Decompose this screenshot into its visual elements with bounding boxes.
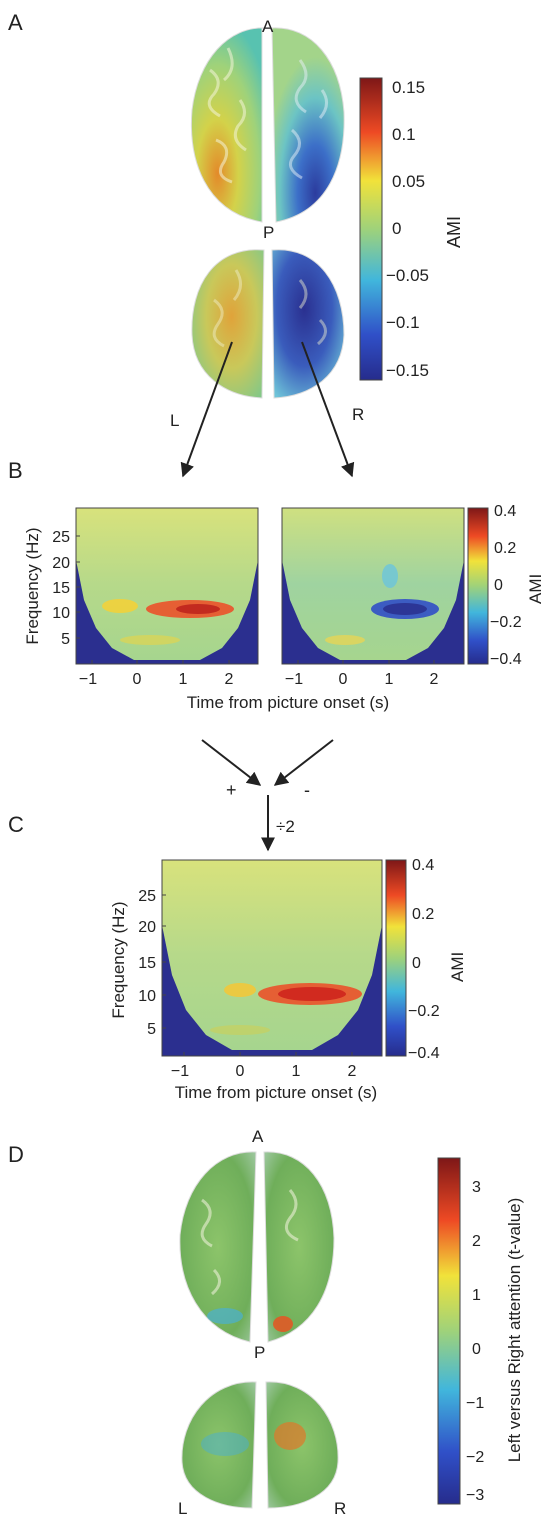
colorbar-a-tick: 0	[392, 219, 401, 238]
direction-anterior-a: A	[262, 17, 274, 36]
xtick-b-left: 1	[179, 671, 188, 688]
panel-letter-d: D	[8, 1142, 24, 1167]
colorbar-c-tick: 0	[412, 955, 421, 972]
xtick-b-right: −1	[285, 671, 303, 688]
panel-letter-b: B	[8, 458, 23, 483]
xtick-c: −1	[171, 1063, 189, 1080]
colorbar-a-label: AMI	[444, 216, 464, 248]
colorbar-d-tick: 0	[472, 1341, 481, 1358]
ytick-c: 5	[147, 1021, 156, 1038]
panel-a	[180, 27, 383, 478]
panel-b	[75, 507, 489, 665]
arrow-left-hemisphere	[180, 341, 233, 478]
colorbar-b-tick: 0	[494, 577, 503, 594]
xtick-b-right: 1	[385, 671, 394, 688]
xtick-b-right: 0	[339, 671, 348, 688]
colorbar-d-tick: −3	[466, 1487, 484, 1504]
ytick-b: 15	[52, 580, 70, 597]
plus-sign: +	[226, 780, 237, 800]
xlabel-b: Time from picture onset (s)	[187, 693, 389, 712]
minus-sign: -	[304, 780, 310, 800]
tfr-combined	[161, 859, 383, 1057]
colorbar-d-tick: −2	[466, 1449, 484, 1466]
colorbar-d	[437, 1157, 461, 1505]
ytick-b: 25	[52, 529, 70, 546]
colorbar-b	[467, 507, 489, 665]
direction-left-d: L	[178, 1499, 187, 1518]
direction-right-d: R	[334, 1499, 346, 1518]
brain-top-view-d	[179, 1151, 335, 1343]
panel-letter-a: A	[8, 10, 23, 35]
divide-by-two: ÷2	[276, 817, 295, 836]
colorbar-c-label: AMI	[448, 952, 467, 982]
xtick-c: 2	[348, 1063, 357, 1080]
ylabel-c: Frequency (Hz)	[109, 901, 128, 1018]
direction-anterior-d: A	[252, 1127, 264, 1146]
colorbar-d-tick: −1	[466, 1395, 484, 1412]
colorbar-d-tick: 2	[472, 1233, 481, 1250]
colorbar-c-tick: 0.2	[412, 906, 434, 923]
colorbar-b-tick: 0.4	[494, 503, 516, 520]
colorbar-b-tick: −0.2	[490, 614, 522, 631]
tfr-left-hemisphere	[75, 507, 259, 665]
xtick-b-left: 2	[225, 671, 234, 688]
arrow-right-hemisphere	[301, 341, 355, 478]
combine-arrows	[201, 739, 334, 852]
xtick-c: 0	[236, 1063, 245, 1080]
xlabel-c: Time from picture onset (s)	[175, 1083, 377, 1102]
ytick-c: 25	[138, 888, 156, 905]
colorbar-d-tick: 1	[472, 1287, 481, 1304]
ytick-b: 20	[52, 555, 70, 572]
colorbar-a-tick: 0.15	[392, 78, 425, 97]
panel-letter-c: C	[8, 812, 24, 837]
colorbar-a-tick: −0.15	[386, 361, 429, 380]
xtick-b-right: 2	[430, 671, 439, 688]
xtick-b-left: −1	[79, 671, 97, 688]
colorbar-a-tick: 0.05	[392, 172, 425, 191]
colorbar-c-tick: −0.2	[408, 1003, 440, 1020]
colorbar-c-tick: 0.4	[412, 857, 434, 874]
colorbar-d-tick: 3	[472, 1179, 481, 1196]
ytick-b: 5	[61, 631, 70, 648]
colorbar-b-label: AMI	[526, 574, 545, 604]
colorbar-d-label: Left versus Right attention (t-value)	[505, 1198, 524, 1463]
direction-posterior-a: P	[263, 223, 274, 242]
colorbar-c	[385, 859, 407, 1057]
colorbar-a-tick: −0.05	[386, 266, 429, 285]
panel-c	[161, 859, 407, 1057]
colorbar-a-tick: −0.1	[386, 313, 420, 332]
ytick-c: 10	[138, 988, 156, 1005]
tfr-right-hemisphere	[281, 507, 465, 665]
brain-back-view-a	[191, 249, 345, 399]
panel-d	[179, 1151, 461, 1509]
direction-left-a: L	[170, 411, 179, 430]
direction-posterior-d: P	[254, 1343, 265, 1362]
ytick-b: 10	[52, 605, 70, 622]
ytick-c: 20	[138, 919, 156, 936]
colorbar-b-tick: −0.4	[490, 651, 522, 668]
xtick-b-left: 0	[133, 671, 142, 688]
colorbar-a-tick: 0.1	[392, 125, 416, 144]
ytick-c: 15	[138, 955, 156, 972]
xtick-c: 1	[292, 1063, 301, 1080]
brain-top-view-a	[190, 27, 345, 223]
ylabel-b: Frequency (Hz)	[23, 527, 42, 644]
brain-back-view-d	[181, 1381, 339, 1509]
direction-right-a: R	[352, 405, 364, 424]
colorbar-c-tick: −0.4	[408, 1045, 440, 1062]
colorbar-b-tick: 0.2	[494, 540, 516, 557]
colorbar-a	[359, 77, 383, 381]
